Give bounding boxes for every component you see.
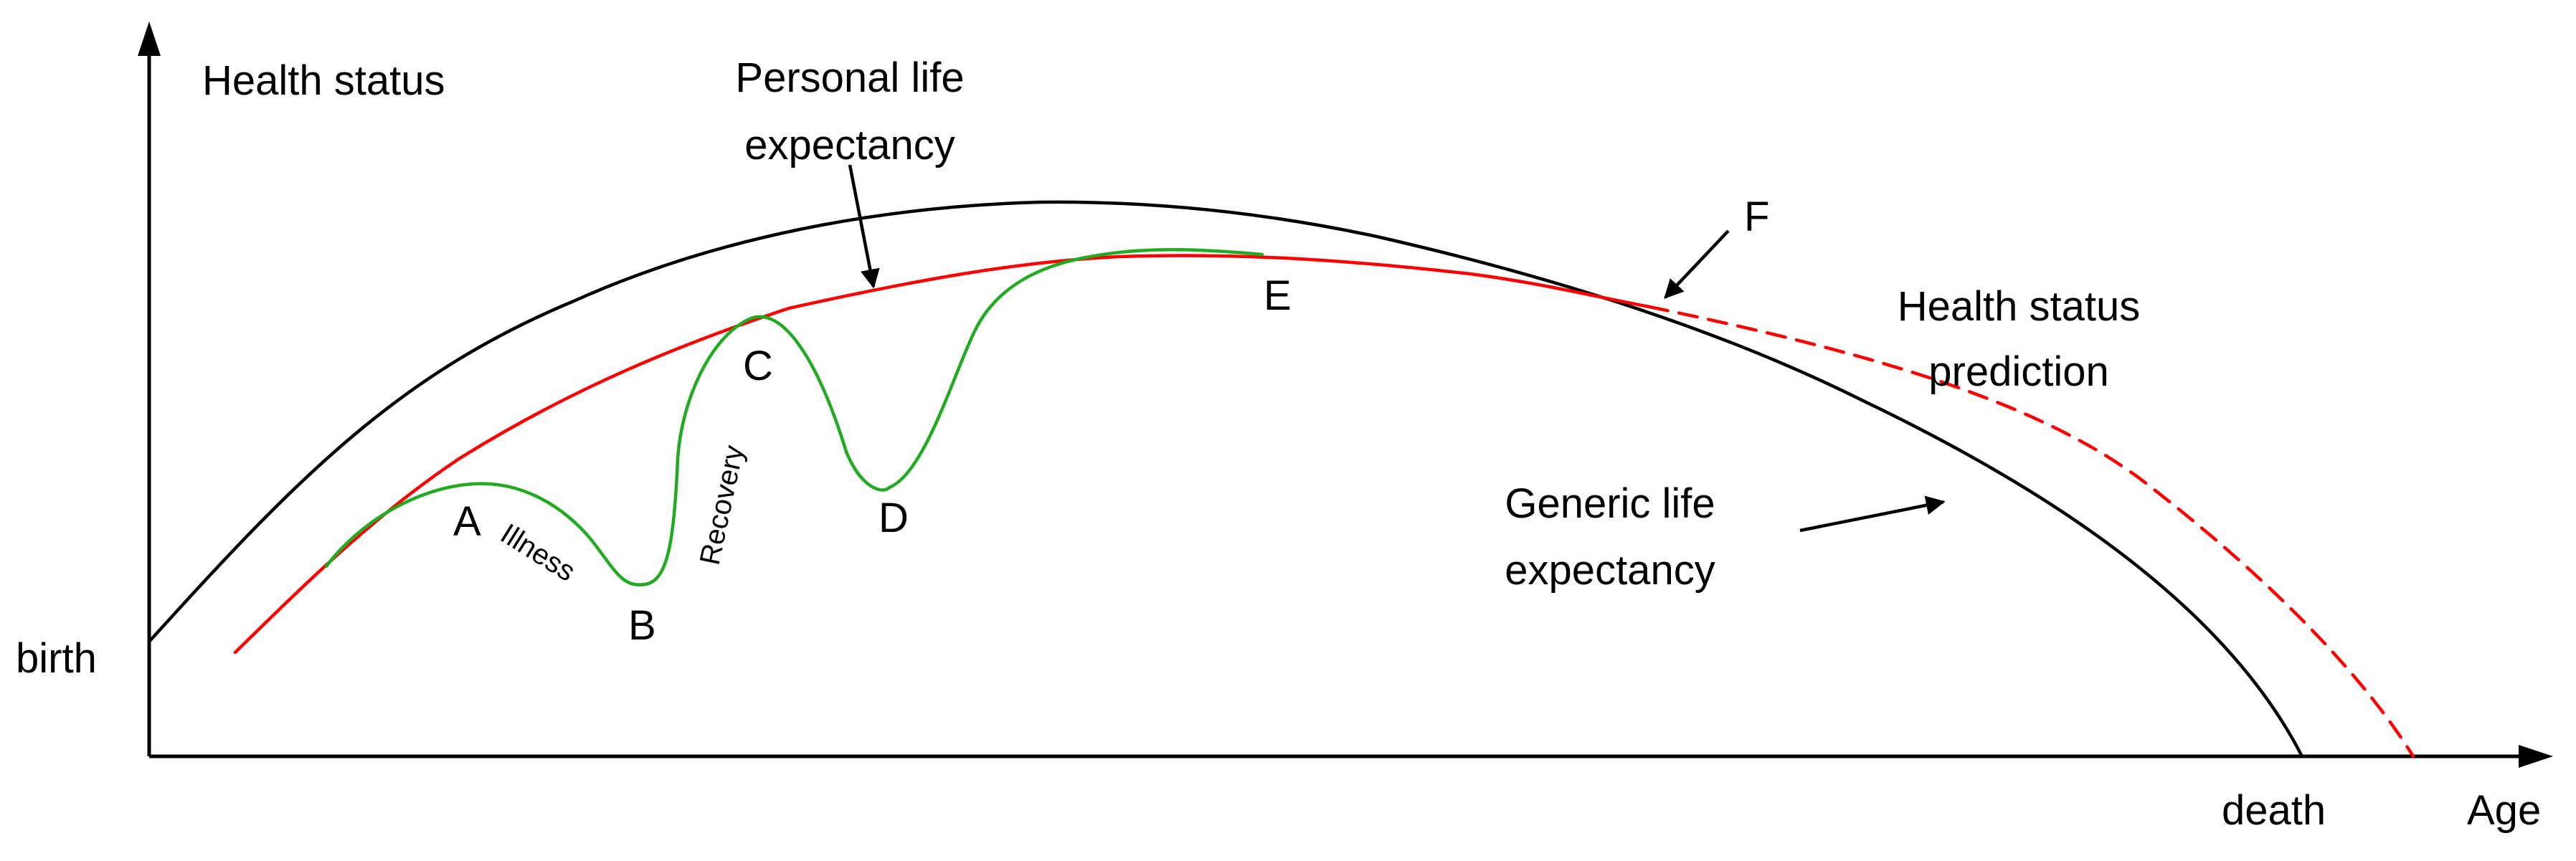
x-axis-arrowhead	[2519, 745, 2553, 768]
individual-health-status-curve	[324, 248, 1264, 586]
health-status-prediction-label-line-2: prediction	[1928, 348, 2108, 395]
x-axis-label: Age	[2467, 787, 2541, 834]
illness-annotation: Illness	[495, 518, 580, 587]
personal-life-expectancy-pointer	[848, 164, 880, 289]
personal-life-expectancy-curve	[233, 254, 1652, 655]
generic-life-expectancy-label-line-2: expectancy	[1505, 547, 1715, 594]
birth-label: birth	[16, 635, 97, 682]
point-f-pointer	[1664, 229, 1730, 299]
y-axis-label: Health status	[202, 57, 445, 104]
point-e-label: E	[1264, 272, 1292, 319]
point-c-label: C	[743, 343, 773, 389]
point-d-label: D	[879, 495, 909, 541]
health-status-prediction-label-line-1: Health status	[1898, 283, 2141, 330]
point-a-label: A	[453, 498, 481, 545]
generic-life-expectancy-curve	[147, 200, 2304, 758]
generic-life-expectancy-pointer	[1799, 495, 1946, 533]
health-status-prediction-curve	[1647, 305, 2415, 758]
personal-life-expectancy-label-line-2: expectancy	[744, 122, 955, 168]
point-b-label: B	[628, 602, 656, 649]
death-label: death	[2222, 787, 2326, 834]
personal-life-expectancy-label-line-1: Personal life	[735, 54, 964, 101]
generic-life-expectancy-label-line-1: Generic life	[1505, 480, 1715, 527]
recovery-annotation: Recovery	[694, 442, 750, 567]
point-f-label: F	[1744, 194, 1769, 240]
y-axis-arrowhead	[138, 22, 161, 56]
